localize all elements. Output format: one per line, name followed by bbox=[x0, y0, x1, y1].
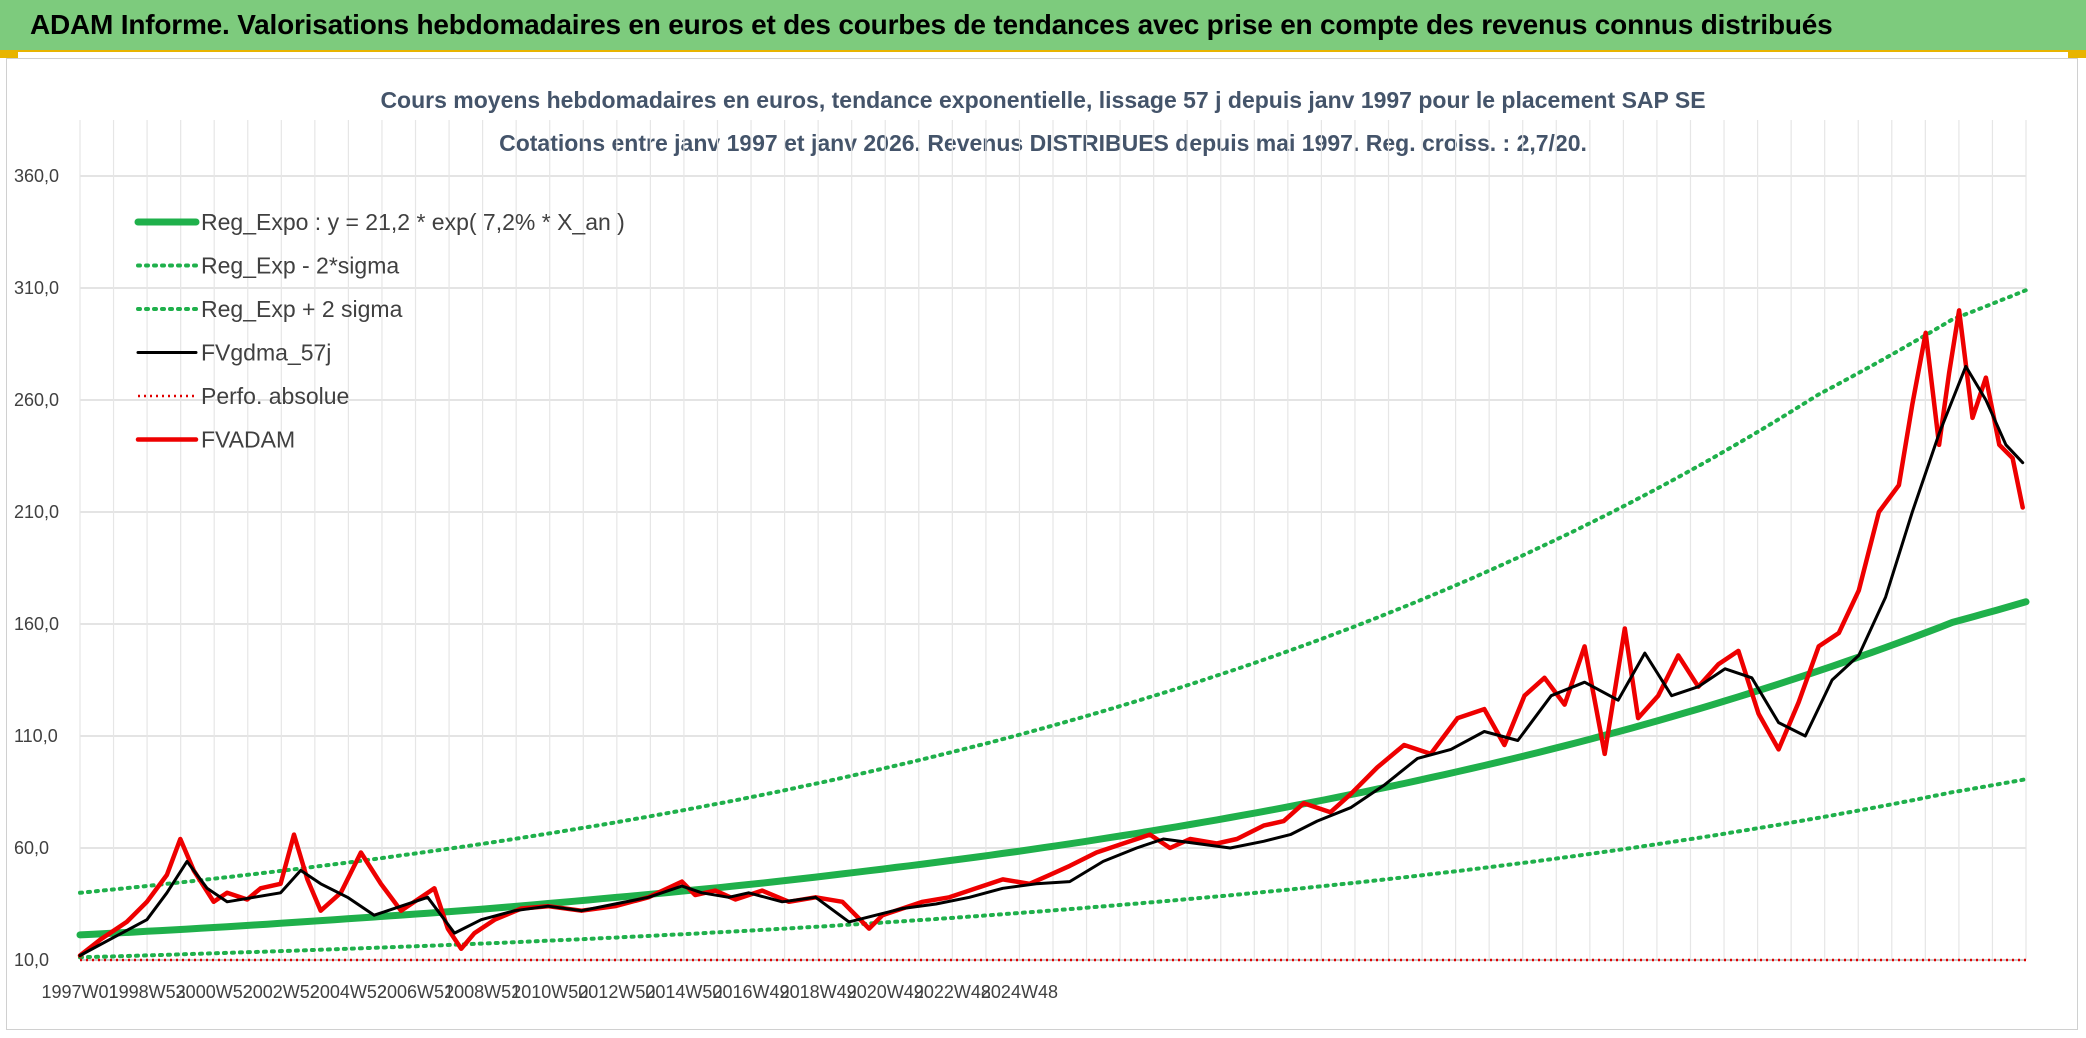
x-tick-label: 2014W50 bbox=[645, 982, 722, 1002]
x-tick-label: 2016W49 bbox=[713, 982, 790, 1002]
y-tick-label: 260,0 bbox=[14, 390, 59, 410]
x-tick-label: 2000W52 bbox=[176, 982, 253, 1002]
legend-label-1: Reg_Expo : y = 21,2 * exp( 7,2% * X_an ) bbox=[201, 209, 625, 235]
series-fvadam bbox=[77, 308, 2025, 958]
page-title: ADAM Informe. Valorisations hebdomadaire… bbox=[30, 9, 1833, 40]
chart-frame bbox=[6, 58, 2078, 1030]
chart-grid bbox=[79, 120, 2027, 961]
left-corner-mark bbox=[0, 50, 18, 58]
x-tick-label: 2022W48 bbox=[914, 982, 991, 1002]
x-tick-label: 2010W50 bbox=[511, 982, 588, 1002]
y-tick-label: 110,0 bbox=[14, 726, 58, 746]
y-tick-label: 360,0 bbox=[14, 166, 59, 186]
series-reg-minus-2sigma bbox=[78, 777, 2028, 960]
legend-label-4: FVgdma_57j bbox=[201, 340, 331, 366]
y-tick-label: 60,0 bbox=[14, 838, 49, 858]
chart-subtitle: Cotations entre janv 1997 et janv 2026. … bbox=[499, 130, 1587, 156]
x-tick-label: 2004W52 bbox=[310, 982, 387, 1002]
x-tick-label: 1997W01 bbox=[41, 982, 118, 1002]
legend-label-3: Reg_Exp + 2 sigma bbox=[201, 296, 403, 322]
x-tick-label: 2020W49 bbox=[847, 982, 924, 1002]
x-tick-label: 2002W52 bbox=[243, 982, 320, 1002]
chart-title: Cours moyens hebdomadaires en euros, ten… bbox=[380, 87, 1705, 113]
x-tick-label: 1998W53 bbox=[109, 982, 186, 1002]
y-tick-label: 210,0 bbox=[14, 502, 59, 522]
legend-label-5: Perfo. absolue bbox=[201, 383, 349, 409]
series-reg-plus-2sigma bbox=[78, 288, 2028, 895]
x-tick-label: 2006W51 bbox=[377, 982, 454, 1002]
x-tick-label: 2024W48 bbox=[981, 982, 1058, 1002]
y-tick-label: 10,0 bbox=[14, 950, 49, 970]
series-fvgdma-57j bbox=[78, 364, 2025, 957]
chart-series bbox=[76, 288, 2030, 962]
y-axis: 10,0 60,0 110,0 160,0 210,0 260,0 310,0 360,0 bbox=[14, 166, 59, 970]
header-banner: ADAM Informe. Valorisations hebdomadaire… bbox=[0, 0, 2086, 52]
y-tick-label: 160,0 bbox=[14, 614, 59, 634]
legend-label-2: Reg_Exp - 2*sigma bbox=[201, 253, 399, 279]
x-tick-label: 2012W50 bbox=[578, 982, 655, 1002]
x-tick-label: 2018W49 bbox=[780, 982, 857, 1002]
right-corner-mark bbox=[2068, 50, 2086, 58]
legend-label-6: FVADAM bbox=[201, 427, 295, 453]
x-axis: 1997W011998W532000W522002W522004W522006W… bbox=[41, 982, 1058, 1002]
chart-legend: Reg_Expo : y = 21,2 * exp( 7,2% * X_an )… bbox=[134, 209, 625, 453]
y-tick-label: 310,0 bbox=[14, 278, 59, 298]
x-tick-label: 2008W51 bbox=[444, 982, 521, 1002]
